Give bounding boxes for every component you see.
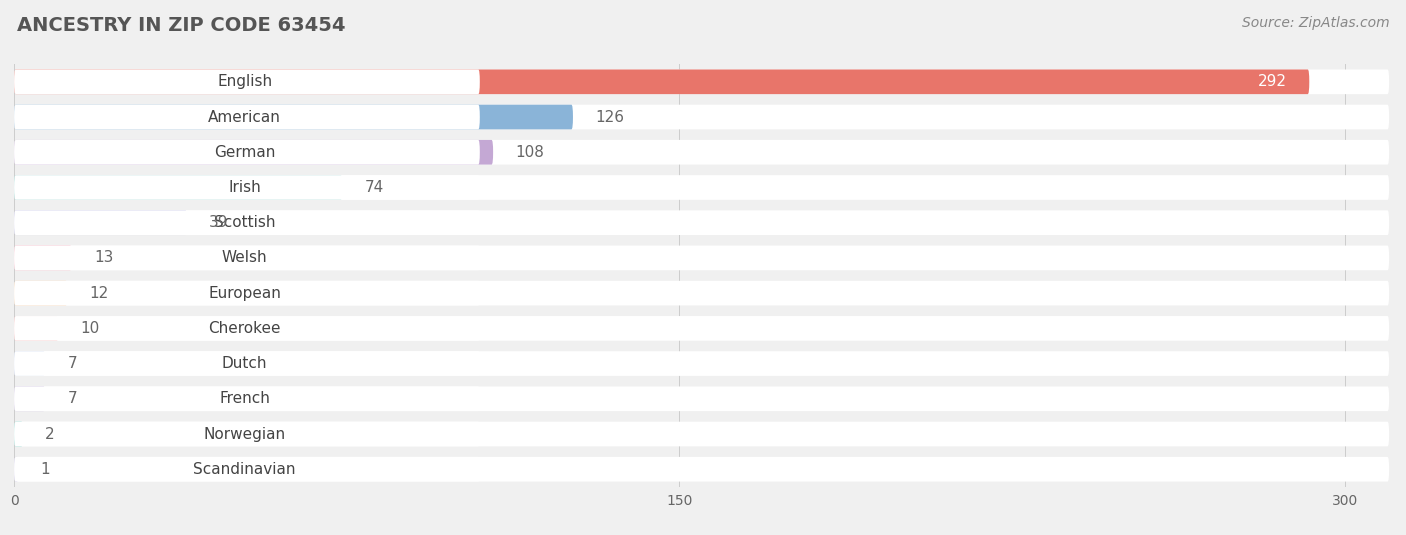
Text: Scottish: Scottish: [214, 215, 276, 230]
FancyBboxPatch shape: [14, 140, 479, 165]
FancyBboxPatch shape: [14, 246, 479, 270]
Text: 7: 7: [67, 391, 77, 406]
FancyBboxPatch shape: [14, 351, 1389, 376]
FancyBboxPatch shape: [14, 246, 72, 270]
FancyBboxPatch shape: [14, 140, 494, 165]
Text: Dutch: Dutch: [222, 356, 267, 371]
Text: 12: 12: [90, 286, 108, 301]
Text: American: American: [208, 110, 281, 125]
FancyBboxPatch shape: [14, 351, 45, 376]
Text: French: French: [219, 391, 270, 406]
Text: 1: 1: [41, 462, 51, 477]
FancyBboxPatch shape: [14, 70, 479, 94]
FancyBboxPatch shape: [14, 210, 187, 235]
Text: Scandinavian: Scandinavian: [194, 462, 297, 477]
FancyBboxPatch shape: [14, 210, 1389, 235]
FancyBboxPatch shape: [14, 70, 1389, 94]
FancyBboxPatch shape: [14, 246, 1389, 270]
FancyBboxPatch shape: [14, 105, 574, 129]
FancyBboxPatch shape: [14, 386, 1389, 411]
Text: Welsh: Welsh: [222, 250, 267, 265]
FancyBboxPatch shape: [14, 105, 1389, 129]
FancyBboxPatch shape: [14, 351, 479, 376]
Text: 108: 108: [515, 145, 544, 160]
FancyBboxPatch shape: [14, 210, 479, 235]
Text: ANCESTRY IN ZIP CODE 63454: ANCESTRY IN ZIP CODE 63454: [17, 16, 346, 35]
Text: European: European: [208, 286, 281, 301]
FancyBboxPatch shape: [14, 422, 479, 446]
Text: 13: 13: [94, 250, 114, 265]
Text: 126: 126: [595, 110, 624, 125]
Text: 2: 2: [45, 426, 55, 441]
FancyBboxPatch shape: [14, 281, 479, 305]
FancyBboxPatch shape: [14, 281, 1389, 305]
Text: 10: 10: [80, 321, 100, 336]
FancyBboxPatch shape: [14, 105, 479, 129]
Text: 7: 7: [67, 356, 77, 371]
FancyBboxPatch shape: [14, 386, 479, 411]
FancyBboxPatch shape: [14, 281, 67, 305]
Text: Norwegian: Norwegian: [204, 426, 285, 441]
FancyBboxPatch shape: [14, 316, 1389, 341]
FancyBboxPatch shape: [14, 386, 45, 411]
FancyBboxPatch shape: [14, 175, 342, 200]
FancyBboxPatch shape: [14, 457, 479, 482]
Text: English: English: [217, 74, 273, 89]
Text: Irish: Irish: [228, 180, 262, 195]
FancyBboxPatch shape: [14, 457, 18, 482]
Text: 74: 74: [364, 180, 384, 195]
Text: Source: ZipAtlas.com: Source: ZipAtlas.com: [1241, 16, 1389, 30]
Text: 292: 292: [1258, 74, 1286, 89]
FancyBboxPatch shape: [14, 175, 479, 200]
Text: 39: 39: [209, 215, 229, 230]
FancyBboxPatch shape: [14, 422, 1389, 446]
Text: German: German: [214, 145, 276, 160]
FancyBboxPatch shape: [14, 316, 59, 341]
FancyBboxPatch shape: [14, 70, 1309, 94]
FancyBboxPatch shape: [14, 316, 479, 341]
FancyBboxPatch shape: [14, 175, 1389, 200]
FancyBboxPatch shape: [14, 457, 1389, 482]
Text: Cherokee: Cherokee: [208, 321, 281, 336]
FancyBboxPatch shape: [14, 422, 22, 446]
FancyBboxPatch shape: [14, 140, 1389, 165]
